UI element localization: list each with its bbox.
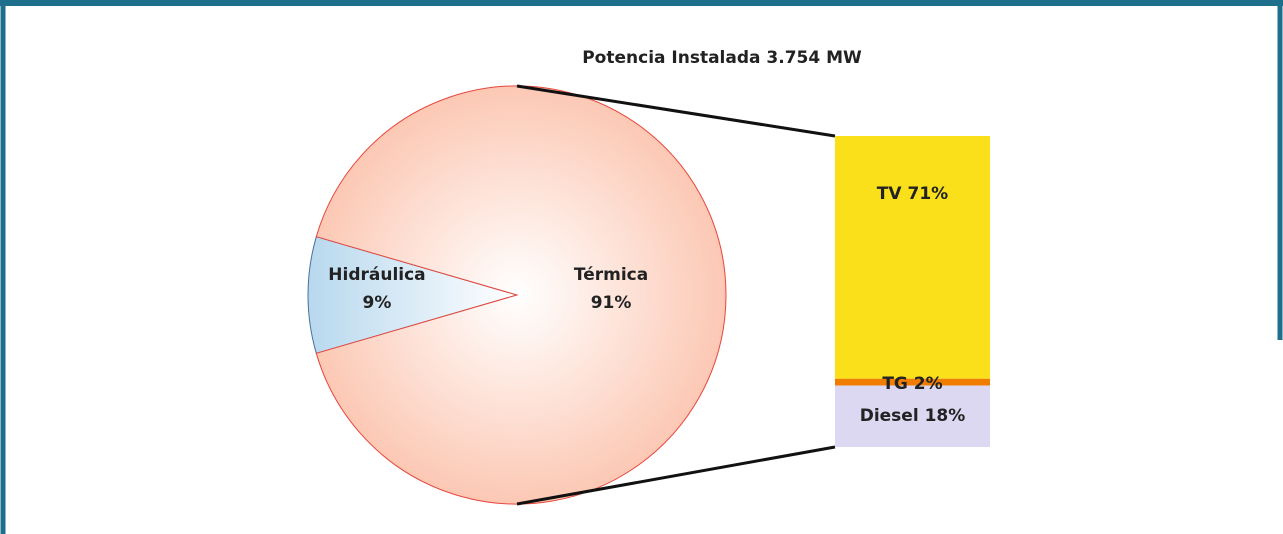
bar-value-label: 2% bbox=[914, 374, 943, 394]
slice-value-label: 91% bbox=[591, 293, 632, 313]
chart-title: Potencia Instalada 3.754 MW bbox=[582, 48, 862, 68]
bar-label: TV 71% bbox=[877, 184, 948, 204]
bar-value-label: 71% bbox=[907, 184, 948, 204]
bar-label: TG 2% bbox=[882, 374, 942, 394]
bar-value-label: 18% bbox=[925, 406, 966, 426]
connector bbox=[516, 445, 836, 506]
bar-segment bbox=[835, 378, 990, 386]
pie-slice bbox=[307, 236, 519, 354]
slice-label: Térmica bbox=[574, 265, 648, 285]
bar-segment bbox=[835, 385, 990, 447]
pie-slice bbox=[315, 85, 727, 505]
slice-value-label: 9% bbox=[363, 293, 392, 313]
bar-label: Diesel 18% bbox=[860, 406, 966, 426]
slice-label: Hidráulica bbox=[328, 265, 425, 285]
bar-category: Diesel bbox=[860, 406, 919, 426]
bar-category: TV bbox=[877, 184, 903, 204]
connector bbox=[516, 84, 836, 138]
bar-segment bbox=[835, 136, 990, 379]
bar-category: TG bbox=[882, 374, 908, 394]
